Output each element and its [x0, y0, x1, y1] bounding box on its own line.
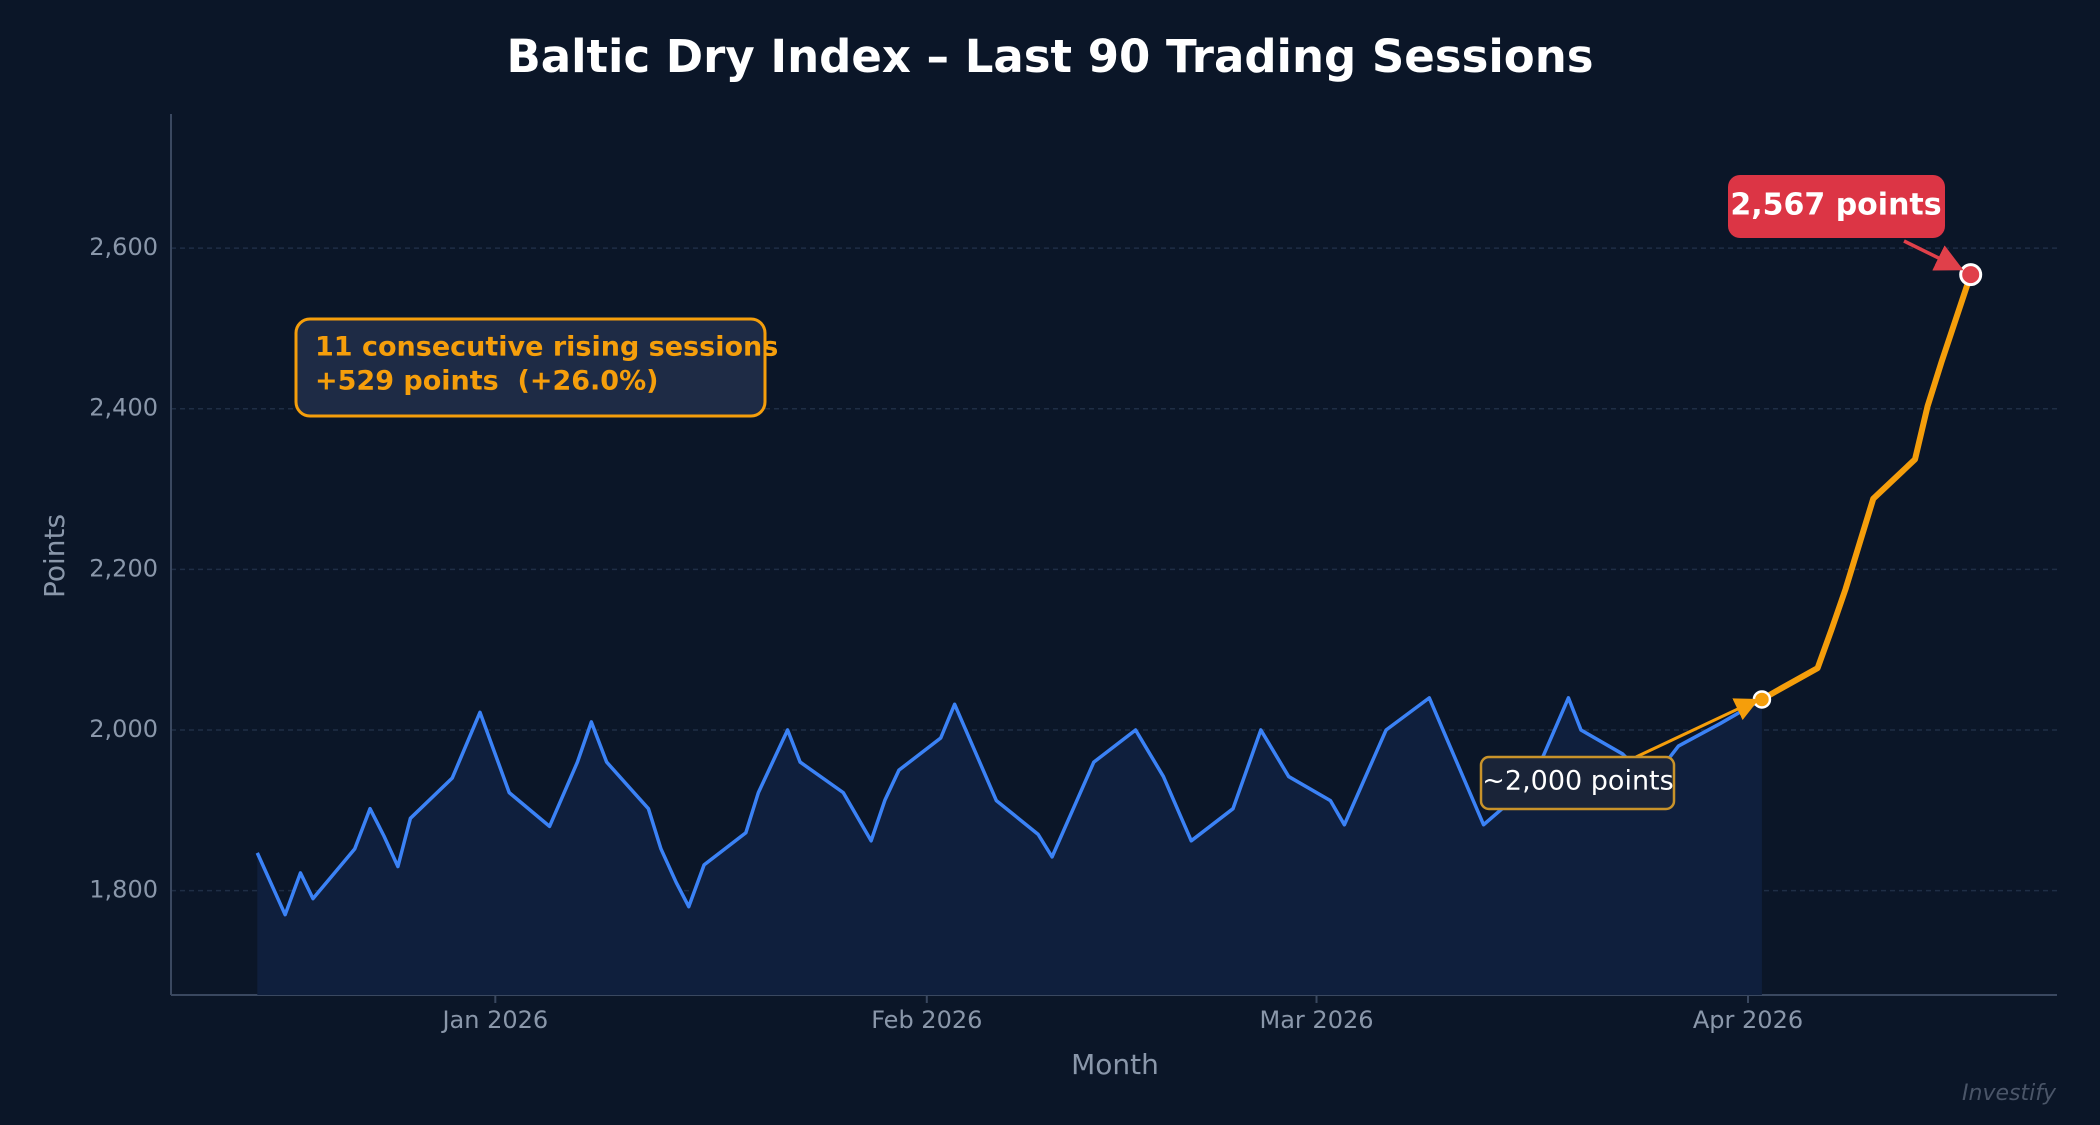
area: [257, 697, 1762, 995]
annotation-text: 2,567 points: [1730, 188, 1941, 223]
annotation-arrow: [1903, 239, 1964, 271]
y-tick-label: 1,800: [89, 876, 158, 904]
annotation-arrow: [1635, 698, 1760, 759]
y-tick-label: 2,600: [89, 233, 158, 261]
line: [1760, 273, 1974, 703]
y-axis-label: Points: [38, 514, 71, 598]
x-tick-label: Apr 2026: [1693, 1006, 1803, 1034]
y-tick-label: 2,000: [89, 715, 158, 743]
annotation-text: +529 points (+26.0%): [315, 366, 659, 397]
annotation-box: [294, 317, 767, 418]
peak-point: [1959, 263, 1983, 287]
x-tick-label: Jan 2026: [440, 1006, 548, 1034]
annotation-box: [1728, 175, 1945, 238]
line: [255, 696, 1763, 917]
chart-title: Baltic Dry Index – Last 90 Trading Sessi…: [506, 30, 1593, 83]
x-axis-label: Month: [1071, 1048, 1159, 1081]
x-tick-label: Feb 2026: [871, 1006, 982, 1034]
y-tick-label: 2,400: [89, 394, 158, 422]
annotation-text: 11 consecutive rising sessions: [315, 332, 778, 363]
x-tick-label: Mar 2026: [1260, 1006, 1374, 1034]
plot-area: 1,800 2,000 2,200 2,400 2,600 Jan 2026 Feb 202…: [89, 114, 2057, 1034]
watermark: Investify: [1962, 1081, 2057, 1106]
annotation-text: ~2,000 points: [1482, 766, 1673, 797]
y-tick-label: 2,200: [89, 554, 158, 582]
annotation-box: [1479, 755, 1676, 811]
